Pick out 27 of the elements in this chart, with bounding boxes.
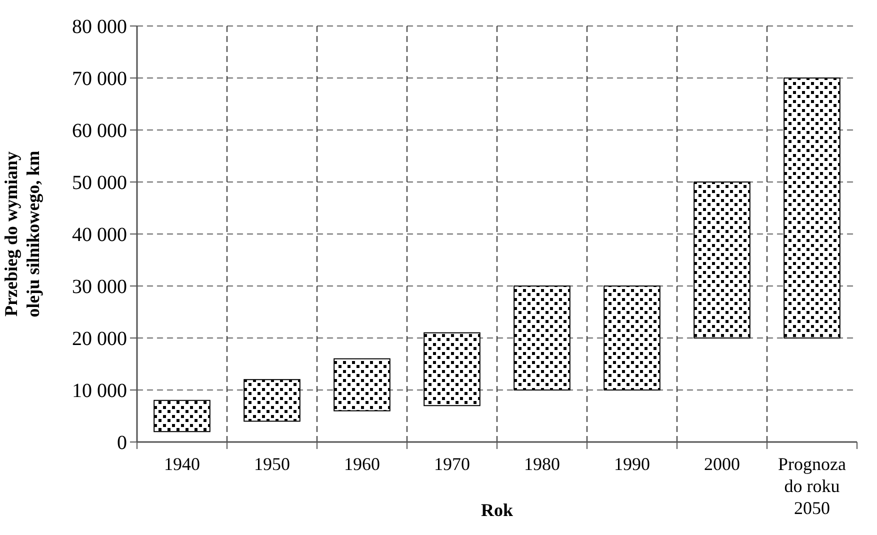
y-tick-label: 20 000 [72,328,127,350]
bar [784,78,840,338]
y-tick-label: 80 000 [72,16,127,38]
bar [154,400,210,432]
x-tick-label: 1960 [344,454,380,474]
bar [694,182,750,338]
y-tick-label: 60 000 [72,120,127,142]
y-tick-label: 40 000 [72,224,127,246]
y-tick-label: 30 000 [72,276,127,298]
x-tick-label: Prognoza do roku 2050 [778,454,846,518]
x-axis-title: Rok [480,500,514,520]
x-tick-label: 1990 [614,454,650,474]
bar [514,286,570,390]
y-tick-label: 70 000 [72,68,127,90]
x-tick-label: 1980 [524,454,560,474]
bar [424,332,480,406]
bar [334,358,390,412]
bar [604,286,660,390]
x-tick-label: 1970 [434,454,470,474]
bar [244,379,300,422]
y-tick-label: 0 [117,432,127,454]
x-tick-label: 1950 [254,454,290,474]
y-tick-label: 10 000 [72,380,127,402]
x-tick-label: 1940 [164,454,200,474]
y-axis-title: Przebieg do wymiany oleju silnikowego, km [1,150,43,318]
y-tick-label: 50 000 [72,172,127,194]
x-tick-label: 2000 [704,454,740,474]
